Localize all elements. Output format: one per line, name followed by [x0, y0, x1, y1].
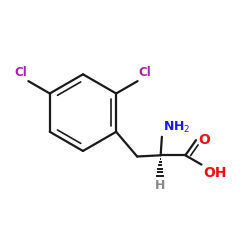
Text: OH: OH [204, 166, 227, 180]
Text: H: H [154, 178, 165, 192]
Text: Cl: Cl [14, 66, 27, 79]
Text: O: O [198, 132, 210, 146]
Text: NH$_2$: NH$_2$ [163, 120, 190, 135]
Text: Cl: Cl [139, 66, 151, 79]
